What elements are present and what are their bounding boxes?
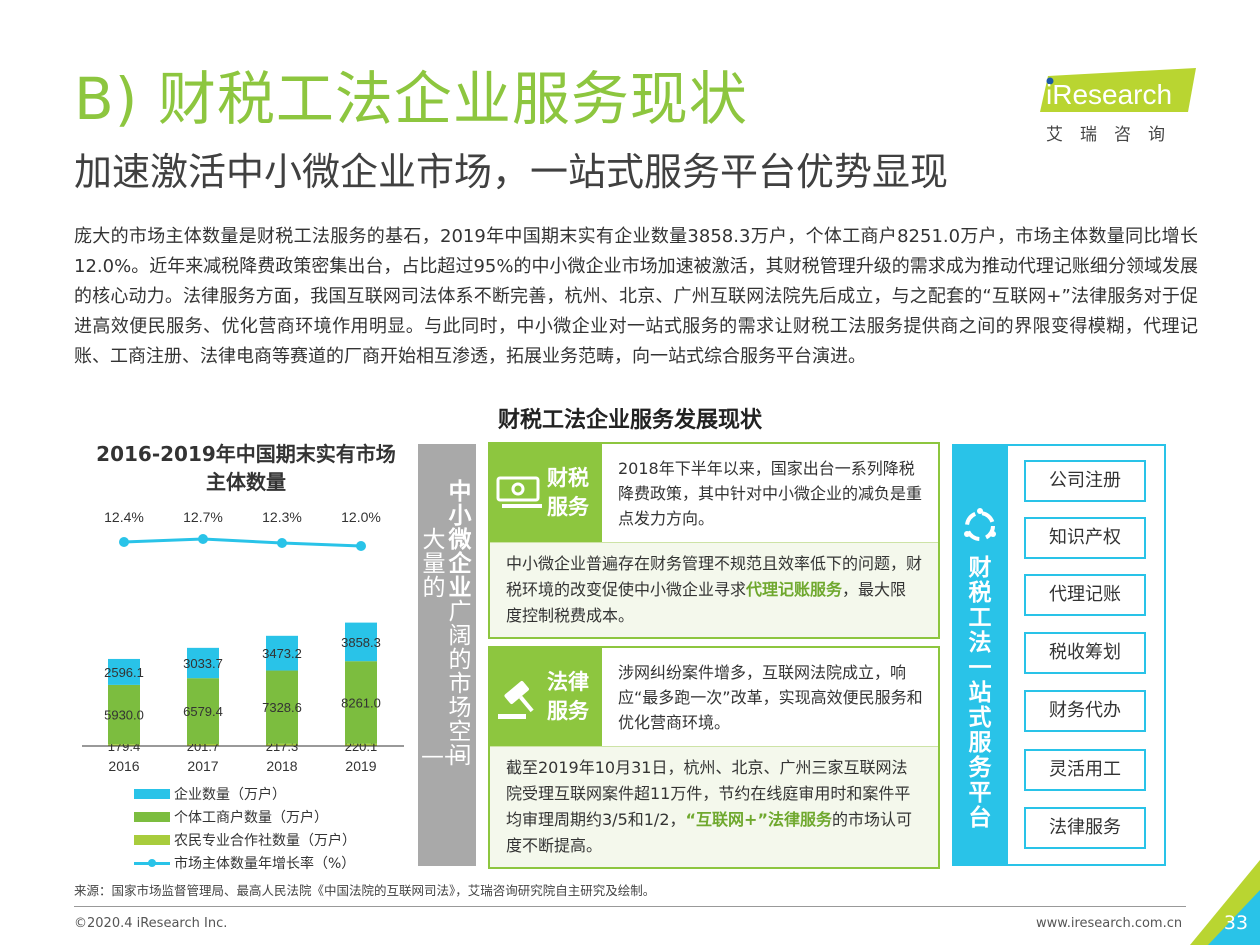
bar-segment — [266, 670, 298, 744]
bar-value-label: 7328.6 — [262, 700, 302, 715]
bar-chart: 179.45930.02596.12016201.76579.43033.720… — [82, 509, 404, 774]
service-company-registration: 公司注册 — [1024, 460, 1146, 502]
bar-segment — [108, 658, 140, 685]
growth-label: 12.7% — [183, 509, 223, 525]
bar-value-label: 5930.0 — [104, 708, 144, 723]
bar-value-label: 6579.4 — [183, 704, 223, 719]
tax-service-detail: 中小微企业普遍存在财务管理不规范且效率低下的问题，财税环境的改变促使中小微企业寻… — [490, 542, 938, 637]
x-tick-label: 2019 — [345, 758, 376, 774]
bar-value-label: 2596.1 — [104, 665, 144, 680]
bar-value-label: 3858.3 — [341, 635, 381, 650]
bar-segment — [266, 743, 298, 746]
intro-paragraph: 庞大的市场主体数量是财税工法服务的基石，2019年中国期末实有企业数量3858.… — [74, 226, 1198, 367]
platform-label-text: 财税工法一站式服务平台 — [968, 555, 992, 831]
legend-swatch — [134, 788, 170, 799]
tax-service-panel: 财税服务 2018年下半年以来，国家出台一系列降税降费政策，其中针对中小微企业的… — [488, 442, 940, 639]
bar-segment — [266, 635, 298, 671]
chart-title: 2016-2019年中国期末实有市场主体数量 — [96, 442, 396, 494]
corner-decoration — [1190, 860, 1260, 945]
logo-brand: iResearch — [1046, 79, 1172, 110]
market-space-text: 大量的中小微企业 ——广阔的市场空间 — [418, 480, 476, 768]
service-tax-planning: 税收筹划 — [1024, 632, 1146, 674]
legal-service-desc: 涉网纠纷案件增多，互联网法院成立，响应“最多跑一次”改革，实现高效便民服务和优化… — [618, 663, 923, 732]
bar-segment — [108, 744, 140, 746]
tax-detail-text: 中小微企业普遍存在财务管理不规范且效率低下的问题，财税环境的改变促使中小微企业寻… — [506, 554, 923, 599]
legend-item-growth: 市场主体数量年增长率（%） — [134, 851, 356, 874]
tax-detail-highlight: 代理记账服务 — [746, 580, 843, 599]
market-space-column: 大量的中小微企业 ——广阔的市场空间 — [418, 444, 476, 866]
service-intellectual-property: 知识产权 — [1024, 517, 1146, 559]
bar-segment — [108, 684, 140, 745]
bar-value-label: 8261.0 — [341, 695, 381, 710]
legend-label: 企业数量（万户） — [174, 786, 286, 803]
page-subtitle: 加速激活中小微企业市场，一站式服务平台优势显现 — [74, 150, 949, 194]
legend-swatch — [134, 834, 170, 845]
growth-label: 12.0% — [341, 509, 381, 525]
legend-label: 农民专业合作社数量（万户） — [174, 832, 356, 849]
footer-divider — [74, 906, 1186, 907]
cycle-icon — [964, 508, 996, 541]
growth-point — [277, 538, 287, 548]
bar-segment — [187, 647, 219, 679]
legend-item-enterprise: 企业数量（万户） — [134, 782, 356, 805]
x-tick-label: 2018 — [266, 758, 297, 774]
growth-point — [356, 541, 366, 551]
tax-service-desc: 2018年下半年以来，国家出台一系列降税降费政策，其中针对中小微企业的减负是重点… — [618, 459, 923, 528]
legend-item-individual: 个体工商户数量（万户） — [134, 805, 356, 828]
service-legal: 法律服务 — [1024, 807, 1146, 849]
legal-service-header: 法律服务 — [490, 648, 602, 746]
tax-detail-text-end: ，最大限度控制税费成本。 — [506, 580, 907, 625]
growth-line — [123, 537, 362, 548]
source-note: 来源：国家市场监督管理局、最高人民法院《中国法院的互联网司法》，艾瑞咨询研究院自… — [74, 883, 656, 898]
legend-label: 个体工商户数量（万户） — [174, 809, 328, 826]
logo-cn-text: 艾瑞咨询 — [1046, 125, 1182, 145]
tax-service-label: 财税服务 — [547, 466, 589, 519]
gavel-icon — [498, 680, 534, 719]
bar-segment — [187, 678, 219, 744]
market-space-part3: —— — [421, 743, 467, 769]
page-number: 33 — [1223, 912, 1249, 934]
legend-swatch — [134, 811, 170, 822]
legal-detail-highlight: “互联网+”法律服务 — [685, 810, 832, 829]
bar-segment — [345, 622, 377, 662]
market-space-part1: 大量的 — [422, 527, 446, 601]
legend-item-cooperative: 农民专业合作社数量（万户） — [134, 828, 356, 851]
bar-value-label: 3033.7 — [183, 656, 223, 671]
platform-services-frame — [1008, 444, 1166, 866]
bar-value-label: 3473.2 — [262, 646, 302, 661]
service-bookkeeping: 代理记账 — [1024, 574, 1146, 616]
x-tick-label: 2016 — [108, 758, 139, 774]
legal-service-panel: 法律服务 涉网纠纷案件增多，互联网法院成立，响应“最多跑一次”改革，实现高效便民… — [488, 646, 940, 869]
page-title: B) 财税工法企业服务现状 — [74, 65, 748, 133]
legend-label: 市场主体数量年增长率（%） — [174, 855, 356, 872]
platform-column: 财税工法一站式服务平台 — [952, 444, 1008, 866]
tax-service-header: 财税服务 — [490, 444, 602, 542]
platform-label: 财税工法一站式服务平台 — [952, 556, 1008, 831]
legal-detail-text: 截至2019年10月31日，杭州、北京、广州三家互联网法院受理互联网案件超11万… — [506, 758, 911, 829]
bar-segment — [345, 743, 377, 746]
market-space-part2: 中小微企业 — [448, 479, 472, 601]
x-tick-label: 2017 — [187, 758, 218, 774]
chart-legend: 企业数量（万户） 个体工商户数量（万户） 农民专业合作社数量（万户） 市场主体数… — [134, 782, 356, 874]
legal-detail-text-end: 的市场认可度不断提高。 — [506, 810, 912, 855]
service-flexible-employment: 灵活用工 — [1024, 749, 1146, 791]
growth-label: 12.4% — [104, 509, 144, 525]
diagram-title: 财税工法企业服务发展现状 — [497, 408, 762, 433]
copyright: ©2020.4 iResearch Inc. — [74, 916, 228, 931]
service-finance-agency: 财务代办 — [1024, 690, 1146, 732]
iresearch-logo: iResearch 艾瑞咨询 — [1040, 68, 1200, 148]
legend-line-marker — [134, 857, 170, 869]
growth-point — [119, 537, 129, 547]
bar-segment — [187, 743, 219, 746]
bar-segment — [345, 661, 377, 744]
legal-service-detail: 截至2019年10月31日，杭州、北京、广州三家互联网法院受理互联网案件超11万… — [490, 746, 938, 867]
money-icon — [496, 476, 542, 508]
website-link[interactable]: www.iresearch.com.cn — [1036, 916, 1183, 931]
growth-label: 12.3% — [262, 509, 302, 525]
growth-point — [198, 534, 208, 544]
legal-service-label: 法律服务 — [547, 670, 589, 723]
market-space-part4: 广阔的市场空间 — [448, 599, 472, 769]
